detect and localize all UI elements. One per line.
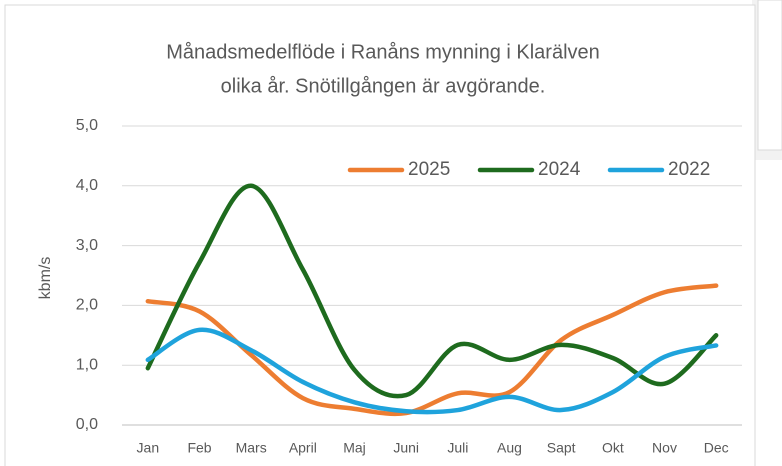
x-tick-label: Nov [652, 440, 677, 456]
x-tick-label: Mars [236, 440, 267, 456]
x-tick-label: Okt [602, 440, 624, 456]
x-tick-label: Juli [447, 440, 468, 456]
legend-label: 2025 [408, 159, 450, 180]
x-tick-label: Juni [393, 440, 419, 456]
y-tick-label: 3,0 [76, 237, 98, 254]
y-tick-label: 1,0 [76, 356, 98, 373]
chart-title: Månadsmedelflöde i Ranåns mynning i Klar… [166, 41, 600, 63]
chart-subtitle: olika år. Snötillgången är avgörande. [221, 75, 546, 97]
series-line [145, 327, 719, 415]
x-tick-label: Jan [137, 440, 160, 456]
x-tick-label: Aug [497, 440, 522, 456]
x-tick-label: Dec [704, 440, 729, 456]
chart-frame [4, 4, 756, 466]
x-tick-label: Feb [187, 440, 211, 456]
y-tick-label: 4,0 [76, 177, 98, 194]
y-tick-label: 2,0 [76, 297, 98, 314]
side-panel-inner [757, 0, 782, 151]
y-tick-label: 0,0 [76, 416, 98, 433]
y-axis-label: kbm/s [37, 257, 54, 300]
legend-label: 2024 [538, 159, 581, 180]
legend-label: 2022 [668, 159, 710, 180]
y-tick-label: 5,0 [76, 117, 98, 134]
x-tick-label: Maj [343, 440, 366, 456]
x-tick-label: Sapt [547, 440, 576, 456]
x-tick-label: April [289, 440, 317, 456]
series-line [145, 183, 719, 399]
